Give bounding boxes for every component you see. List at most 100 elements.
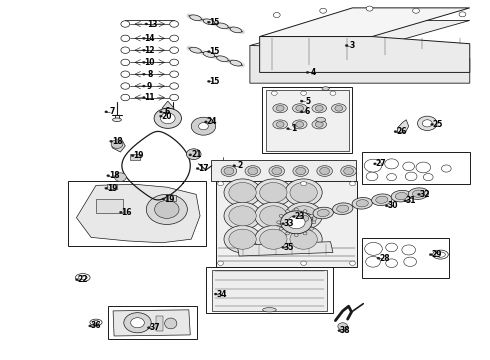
Text: 31: 31 bbox=[406, 196, 416, 205]
Text: 7: 7 bbox=[109, 107, 115, 116]
Circle shape bbox=[300, 111, 303, 113]
Polygon shape bbox=[212, 270, 327, 311]
Circle shape bbox=[111, 140, 123, 148]
Ellipse shape bbox=[293, 166, 309, 176]
Circle shape bbox=[286, 210, 290, 212]
Text: 21: 21 bbox=[191, 150, 201, 159]
Circle shape bbox=[189, 154, 192, 156]
Text: 3: 3 bbox=[350, 41, 355, 50]
Circle shape bbox=[131, 154, 134, 157]
Circle shape bbox=[121, 94, 130, 101]
Circle shape bbox=[404, 257, 416, 266]
Circle shape bbox=[405, 172, 417, 181]
Circle shape bbox=[285, 226, 322, 253]
Text: 33: 33 bbox=[284, 219, 294, 228]
Text: 15: 15 bbox=[210, 77, 220, 86]
Circle shape bbox=[121, 71, 130, 77]
Circle shape bbox=[277, 221, 281, 224]
Circle shape bbox=[160, 113, 175, 124]
Text: 23: 23 bbox=[294, 212, 305, 221]
Circle shape bbox=[207, 50, 210, 53]
Text: 27: 27 bbox=[375, 159, 386, 168]
Ellipse shape bbox=[113, 118, 122, 122]
Ellipse shape bbox=[168, 118, 177, 122]
Circle shape bbox=[301, 91, 307, 95]
Ellipse shape bbox=[230, 27, 242, 33]
Bar bbox=[130, 154, 140, 159]
Text: 19: 19 bbox=[107, 184, 117, 193]
Ellipse shape bbox=[263, 308, 276, 312]
Circle shape bbox=[293, 216, 295, 218]
Text: 14: 14 bbox=[145, 34, 155, 43]
Ellipse shape bbox=[408, 188, 429, 199]
Ellipse shape bbox=[333, 203, 353, 215]
Text: 10: 10 bbox=[145, 58, 155, 67]
Text: 22: 22 bbox=[77, 275, 88, 284]
Circle shape bbox=[417, 116, 437, 131]
Circle shape bbox=[316, 105, 323, 111]
Circle shape bbox=[310, 215, 314, 217]
Circle shape bbox=[349, 261, 355, 265]
Circle shape bbox=[121, 35, 130, 41]
Circle shape bbox=[121, 21, 130, 27]
Polygon shape bbox=[162, 101, 174, 108]
Text: 37: 37 bbox=[149, 323, 160, 332]
Circle shape bbox=[147, 194, 187, 225]
Ellipse shape bbox=[273, 104, 288, 113]
Polygon shape bbox=[266, 90, 348, 150]
Circle shape bbox=[89, 325, 92, 327]
Ellipse shape bbox=[293, 120, 307, 129]
Circle shape bbox=[260, 229, 287, 249]
Ellipse shape bbox=[313, 207, 333, 219]
Circle shape bbox=[121, 83, 130, 89]
Circle shape bbox=[364, 159, 382, 172]
Circle shape bbox=[207, 80, 210, 82]
Circle shape bbox=[276, 122, 284, 127]
Text: 15: 15 bbox=[210, 47, 220, 56]
Circle shape bbox=[107, 175, 110, 177]
Circle shape bbox=[255, 202, 292, 229]
Text: 20: 20 bbox=[162, 112, 172, 121]
Circle shape bbox=[224, 202, 261, 229]
Circle shape bbox=[162, 198, 165, 200]
Circle shape bbox=[345, 44, 348, 46]
Circle shape bbox=[303, 210, 307, 212]
Circle shape bbox=[290, 183, 318, 203]
Circle shape bbox=[272, 167, 282, 175]
Circle shape bbox=[170, 47, 178, 53]
Ellipse shape bbox=[341, 166, 356, 176]
Circle shape bbox=[404, 200, 407, 202]
Circle shape bbox=[294, 208, 298, 211]
Circle shape bbox=[338, 329, 341, 332]
Circle shape bbox=[373, 163, 376, 165]
Text: 1: 1 bbox=[291, 124, 296, 133]
Ellipse shape bbox=[75, 274, 90, 282]
Circle shape bbox=[224, 167, 234, 175]
Circle shape bbox=[271, 91, 277, 95]
Polygon shape bbox=[260, 37, 470, 72]
Circle shape bbox=[159, 111, 162, 113]
Circle shape bbox=[320, 8, 327, 13]
Circle shape bbox=[170, 21, 178, 27]
Ellipse shape bbox=[296, 215, 309, 222]
Text: 12: 12 bbox=[145, 46, 155, 55]
Ellipse shape bbox=[245, 166, 261, 176]
Text: 6: 6 bbox=[305, 107, 310, 116]
Circle shape bbox=[170, 83, 178, 89]
Circle shape bbox=[121, 47, 130, 53]
Ellipse shape bbox=[391, 190, 412, 202]
Ellipse shape bbox=[317, 166, 332, 176]
Bar bbox=[68, 181, 206, 246]
Circle shape bbox=[143, 37, 146, 40]
Circle shape bbox=[366, 6, 373, 11]
Circle shape bbox=[288, 216, 305, 229]
Circle shape bbox=[75, 279, 78, 281]
Circle shape bbox=[365, 242, 382, 255]
Circle shape bbox=[343, 167, 353, 175]
Text: 16: 16 bbox=[122, 208, 132, 217]
Text: 5: 5 bbox=[305, 96, 310, 105]
Circle shape bbox=[402, 245, 416, 255]
Circle shape bbox=[413, 8, 419, 13]
Polygon shape bbox=[397, 120, 409, 133]
Text: 6: 6 bbox=[164, 107, 170, 116]
